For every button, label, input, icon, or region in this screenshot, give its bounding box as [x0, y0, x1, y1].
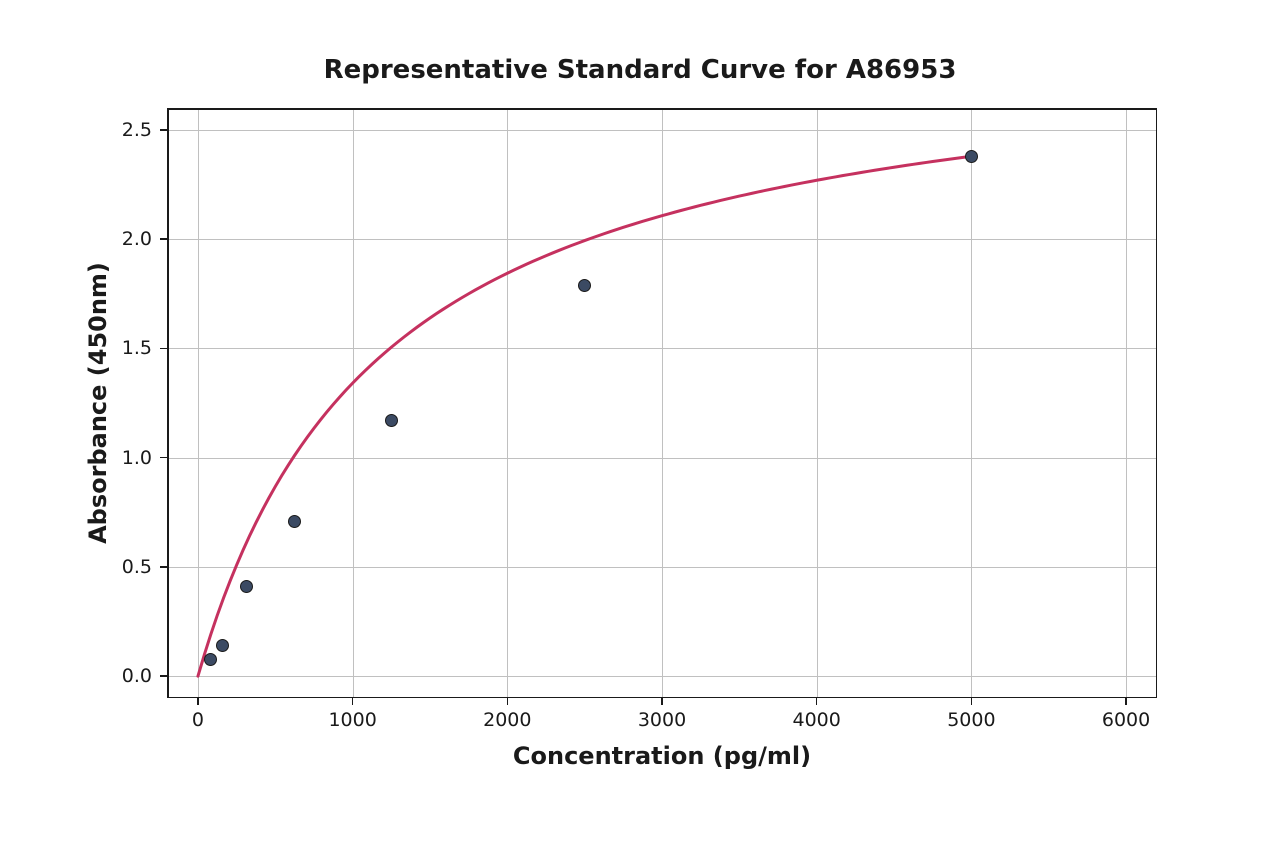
gridline-vertical: [971, 108, 972, 698]
y-tick-label: 1.5: [122, 337, 152, 359]
x-tick-mark: [816, 698, 818, 705]
axis-spine: [167, 108, 169, 698]
y-tick-mark: [160, 675, 167, 677]
y-tick-label: 2.5: [122, 119, 152, 141]
x-tick-label: 6000: [1102, 709, 1150, 731]
x-tick-mark: [352, 698, 354, 705]
data-point: [216, 639, 229, 652]
gridline-horizontal: [167, 676, 1157, 677]
data-point: [240, 580, 253, 593]
axis-spine: [167, 108, 1157, 110]
x-tick-label: 4000: [793, 709, 841, 731]
data-point: [578, 279, 591, 292]
y-axis-label: Absorbance (450nm): [84, 108, 112, 698]
figure: Representative Standard Curve for A86953…: [0, 0, 1280, 845]
y-tick-label: 0.0: [122, 665, 152, 687]
data-point: [965, 150, 978, 163]
y-tick-mark: [160, 457, 167, 459]
y-tick-mark: [160, 348, 167, 350]
y-tick-mark: [160, 129, 167, 131]
x-tick-mark: [661, 698, 663, 705]
chart-title: Representative Standard Curve for A86953: [0, 55, 1280, 85]
gridline-vertical: [353, 108, 354, 698]
gridline-vertical: [198, 108, 199, 698]
gridline-horizontal: [167, 567, 1157, 568]
gridline-horizontal: [167, 348, 1157, 349]
gridline-vertical: [507, 108, 508, 698]
x-axis-label: Concentration (pg/ml): [167, 742, 1157, 770]
x-tick-mark: [507, 698, 509, 705]
y-tick-label: 2.0: [122, 228, 152, 250]
gridline-vertical: [662, 108, 663, 698]
data-point: [385, 414, 398, 427]
gridline-horizontal: [167, 130, 1157, 131]
x-tick-mark: [971, 698, 973, 705]
x-tick-mark: [197, 698, 199, 705]
y-tick-label: 1.0: [122, 447, 152, 469]
y-tick-mark: [160, 566, 167, 568]
x-tick-label: 0: [192, 709, 204, 731]
x-tick-label: 1000: [328, 709, 376, 731]
x-tick-label: 2000: [483, 709, 531, 731]
gridline-vertical: [1126, 108, 1127, 698]
data-point: [288, 515, 301, 528]
data-point: [204, 653, 217, 666]
x-tick-mark: [1125, 698, 1127, 705]
y-tick-mark: [160, 238, 167, 240]
plot-area: [167, 108, 1157, 698]
y-tick-label: 0.5: [122, 556, 152, 578]
x-tick-label: 5000: [947, 709, 995, 731]
x-tick-label: 3000: [638, 709, 686, 731]
axis-spine: [1156, 108, 1158, 698]
gridline-horizontal: [167, 239, 1157, 240]
gridline-vertical: [817, 108, 818, 698]
gridline-horizontal: [167, 458, 1157, 459]
